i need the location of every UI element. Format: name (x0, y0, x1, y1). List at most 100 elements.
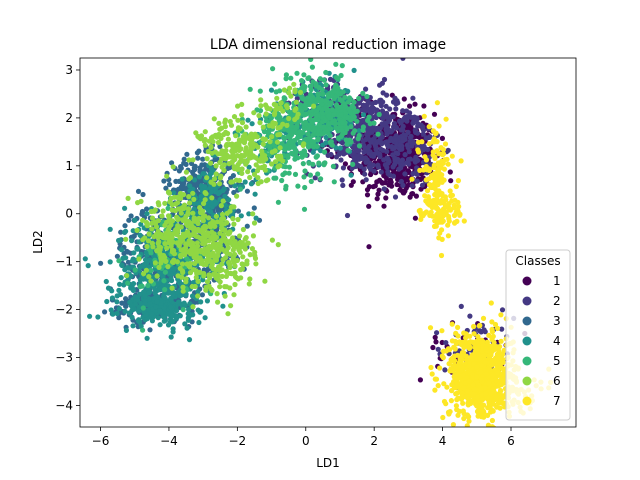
data-point (152, 286, 158, 292)
data-point (445, 346, 451, 352)
data-point (279, 177, 285, 184)
data-point (198, 247, 204, 253)
data-point (237, 249, 243, 255)
data-point (178, 195, 184, 201)
data-point (156, 234, 162, 240)
data-point (124, 273, 130, 279)
data-point (299, 108, 305, 114)
data-point (215, 276, 221, 282)
data-point (284, 122, 290, 128)
data-point (85, 263, 91, 269)
data-point (321, 77, 327, 83)
data-point (201, 171, 207, 177)
data-point (376, 111, 382, 118)
data-point (148, 267, 154, 274)
data-point (380, 99, 386, 105)
data-point (297, 129, 303, 135)
data-point (118, 275, 124, 281)
data-point (178, 252, 184, 258)
data-point (257, 120, 263, 126)
data-point (114, 253, 120, 259)
data-point (160, 208, 166, 214)
data-point (439, 328, 445, 334)
data-point (242, 138, 248, 144)
data-point (300, 161, 306, 167)
data-point (233, 141, 240, 147)
data-point (275, 242, 281, 248)
data-point (361, 107, 367, 113)
data-point (183, 161, 189, 167)
data-point (371, 168, 377, 174)
data-point (98, 260, 104, 266)
chart-title: LDA dimensional reduction image (210, 37, 446, 53)
data-point (348, 182, 354, 188)
data-point (482, 329, 488, 335)
data-point (392, 194, 399, 200)
data-point (307, 137, 313, 143)
data-point (299, 95, 305, 101)
data-point (373, 146, 379, 152)
data-point (185, 206, 191, 212)
data-point (298, 150, 304, 156)
data-point (387, 106, 393, 112)
data-point (331, 112, 337, 118)
data-point (375, 191, 381, 197)
data-point (229, 271, 235, 277)
data-point (156, 239, 162, 245)
data-point (167, 239, 173, 245)
data-point (387, 114, 393, 120)
data-point (301, 112, 307, 118)
data-point (120, 255, 126, 261)
data-point (219, 125, 225, 131)
data-point (154, 299, 160, 305)
data-point (396, 166, 402, 172)
series-6 (123, 81, 317, 317)
data-point (432, 387, 438, 393)
data-point (187, 183, 193, 189)
data-point (158, 300, 164, 306)
data-point (274, 139, 280, 145)
data-point (205, 259, 211, 265)
data-point (452, 346, 458, 352)
data-point (166, 216, 172, 223)
data-point (434, 330, 440, 336)
data-point (379, 80, 385, 86)
data-point (398, 178, 404, 185)
data-point (197, 255, 203, 261)
data-point (152, 219, 158, 225)
data-point (289, 150, 295, 156)
data-point (239, 261, 245, 267)
data-point (222, 293, 228, 299)
data-point (337, 145, 343, 151)
data-point (364, 192, 371, 198)
data-point (209, 195, 215, 201)
data-point (478, 329, 484, 335)
data-point (169, 207, 175, 213)
data-point (430, 344, 436, 351)
data-point (251, 205, 257, 211)
data-point (108, 307, 114, 313)
data-point (206, 138, 212, 144)
data-point (208, 235, 214, 241)
data-point (161, 293, 167, 299)
data-point (144, 243, 150, 250)
data-point (267, 139, 273, 145)
data-point (166, 181, 173, 188)
data-point (215, 151, 221, 157)
data-point (156, 264, 162, 270)
data-point (286, 90, 292, 96)
data-point (165, 322, 172, 328)
data-point (220, 188, 226, 194)
data-point (323, 104, 329, 111)
data-point (187, 239, 193, 245)
data-point (171, 248, 177, 254)
data-point (441, 398, 448, 405)
data-point (498, 312, 504, 318)
data-point (388, 135, 394, 141)
data-point (190, 304, 196, 310)
data-point (374, 196, 380, 202)
data-point (218, 219, 224, 225)
data-point (157, 308, 163, 314)
data-point (231, 221, 237, 227)
